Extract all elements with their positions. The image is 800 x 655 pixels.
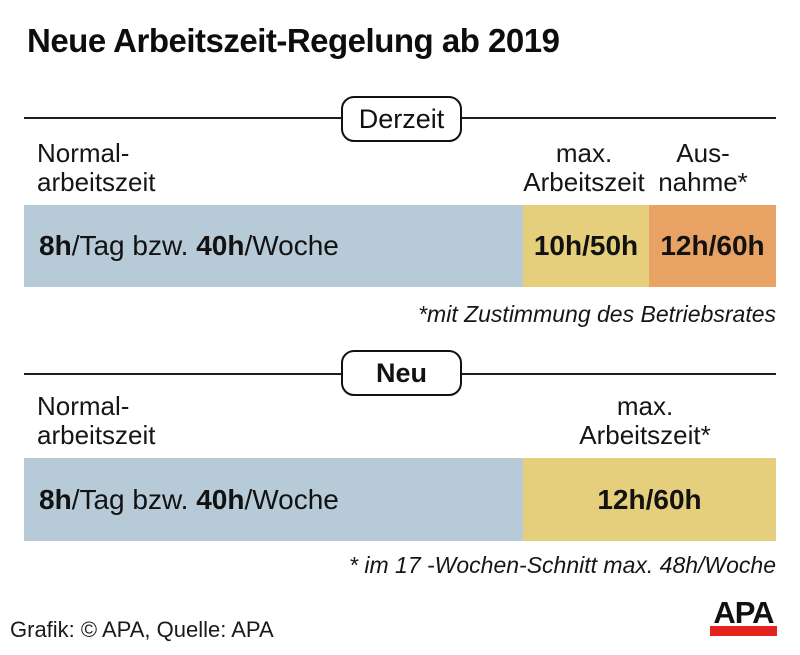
normal-text-1: /Tag bzw.: [71, 483, 197, 515]
bar-current: 8h/Tag bzw. 40h/Woche 10h/50h 12h/60h: [24, 205, 776, 287]
column-header-max-line1: max.: [555, 138, 613, 168]
column-header-normal-new-line2: arbeitszeit: [37, 420, 156, 450]
normal-hours-week: 40h: [196, 230, 245, 261]
normal-hours-day: 8h: [39, 230, 72, 261]
column-header-normal-line1: Normal-: [37, 138, 130, 168]
column-header-max-new-line1: max.: [616, 391, 674, 421]
section-badge-current-label: Derzeit: [358, 103, 445, 134]
bar-new-max-label: 12h/60h: [597, 483, 702, 515]
column-header-normal-line2: arbeitszeit: [37, 167, 156, 197]
footnote-new: * im 17 -Wochen-Schnitt max. 48h/Woche: [349, 552, 776, 578]
column-header-max-new-line2: Arbeitszeit*: [579, 420, 711, 450]
normal-hours-day: 8h: [39, 483, 72, 515]
normal-text-2: /Woche: [244, 230, 339, 261]
bar-new-segment-max: 12h/60h: [523, 458, 776, 541]
column-header-max-current: max. Arbeitszeit: [523, 139, 644, 197]
bar-current-max-label: 10h/50h: [533, 230, 639, 261]
normal-hours-week: 40h: [196, 483, 245, 515]
section-badge-new: Neu: [341, 350, 462, 396]
normal-text-2: /Woche: [244, 483, 339, 515]
column-header-exception-line1: Aus-: [676, 138, 730, 168]
bar-current-segment-normal: 8h/Tag bzw. 40h/Woche: [24, 205, 523, 287]
column-header-normal-new-line1: Normal-: [37, 391, 130, 421]
column-header-max-line2: Arbeitszeit: [523, 167, 645, 197]
section-badge-current: Derzeit: [341, 96, 462, 142]
column-header-max-new: max. Arbeitszeit*: [579, 392, 711, 450]
apa-logo: APA: [710, 595, 777, 638]
apa-logo-text: APA: [713, 595, 774, 630]
bar-current-exception-label: 12h/60h: [660, 230, 765, 261]
bar-new-normal-label: 8h/Tag bzw. 40h/Woche: [39, 484, 339, 516]
apa-logo-red-bar: [710, 626, 777, 636]
credit-line: Grafik: © APA, Quelle: APA: [10, 617, 274, 642]
column-header-normal-current: Normal- arbeitszeit: [37, 139, 156, 197]
column-header-exception-current: Aus- nahme*: [658, 139, 748, 197]
bar-current-segment-exception: 12h/60h: [649, 205, 776, 287]
bar-current-normal-label: 8h/Tag bzw. 40h/Woche: [39, 230, 339, 262]
bar-new: 8h/Tag bzw. 40h/Woche 12h/60h: [24, 458, 776, 541]
footnote-current: *mit Zustimmung des Betriebsrates: [418, 301, 776, 327]
bar-current-segment-max: 10h/50h: [523, 205, 649, 287]
column-header-exception-line2: nahme*: [658, 167, 748, 197]
section-badge-new-label: Neu: [375, 357, 427, 388]
bar-new-segment-normal: 8h/Tag bzw. 40h/Woche: [24, 458, 523, 541]
column-header-normal-new: Normal- arbeitszeit: [37, 392, 156, 450]
page-title: Neue Arbeitszeit-Regelung ab 2019: [27, 22, 560, 59]
normal-text-1: /Tag bzw.: [71, 230, 197, 261]
